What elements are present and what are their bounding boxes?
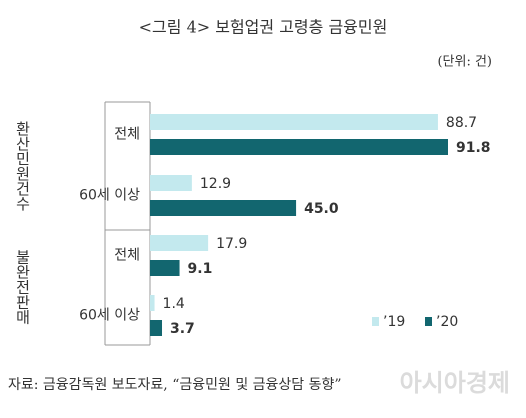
legend-label: ’20 (436, 314, 458, 330)
bar (150, 320, 163, 336)
unit-label: (단위: 건) (437, 55, 492, 70)
bar (150, 235, 209, 251)
category-label: 전체 (114, 248, 140, 264)
legend-swatch (372, 317, 379, 326)
value-label: 9.1 (188, 261, 213, 277)
bar (150, 260, 180, 276)
bar (150, 200, 297, 216)
category-label: 60세 이상 (79, 308, 140, 324)
bar (150, 114, 438, 130)
category-label: 60세 이상 (79, 188, 140, 204)
value-label: 88.7 (446, 115, 477, 131)
value-label: 17.9 (216, 236, 247, 252)
bar (150, 295, 155, 311)
group-label: 환산민원건수 (14, 121, 32, 211)
value-label: 1.4 (163, 296, 185, 312)
value-label: 45.0 (304, 201, 339, 217)
value-label: 3.7 (170, 321, 195, 337)
value-label: 12.9 (200, 176, 231, 192)
bar (150, 139, 448, 155)
chart-title: <그림 4> 보험업권 고령층 금융민원 (139, 18, 388, 37)
legend-swatch (425, 317, 432, 326)
group-label: 불완전판매 (14, 250, 32, 325)
bar (150, 175, 192, 191)
source-note: 자료: 금융감독원 보도자료, “금융민원 및 금융상담 동향” (8, 377, 342, 393)
legend-label: ’19 (383, 314, 405, 330)
watermark: 아시아경제 (400, 369, 510, 397)
category-label: 전체 (114, 127, 140, 143)
value-label: 91.8 (456, 140, 491, 156)
